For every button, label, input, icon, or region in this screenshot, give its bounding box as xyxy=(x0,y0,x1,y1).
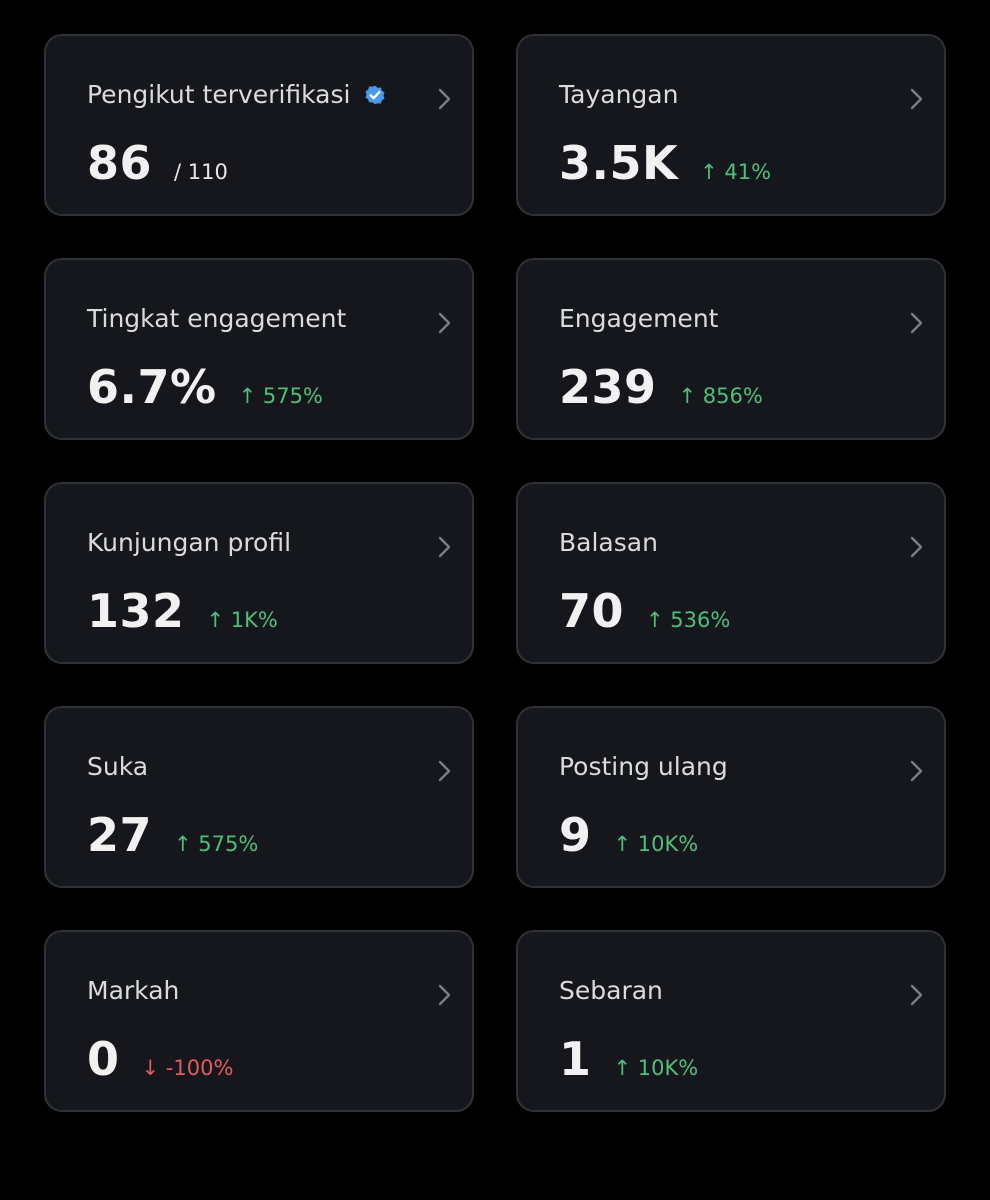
chevron-right-icon xyxy=(910,760,923,782)
metric-value: 0 xyxy=(87,1032,120,1086)
metric-card-verified-followers[interactable]: Pengikut terverifikasi 86 / 110 xyxy=(44,34,474,216)
metric-label-text: Pengikut terverifikasi xyxy=(87,80,351,109)
metric-value: 239 xyxy=(559,360,657,414)
metric-card-profile-visits[interactable]: Kunjungan profil 132 ↑ 1K% xyxy=(44,482,474,664)
metric-value-row: 3.5K ↑ 41% xyxy=(559,136,771,190)
metric-value-row: 239 ↑ 856% xyxy=(559,360,763,414)
chevron-right-icon xyxy=(910,536,923,558)
metric-delta: ↑ 41% xyxy=(700,160,772,184)
metric-label: Markah xyxy=(87,976,180,1005)
metric-value: 3.5K xyxy=(559,136,679,190)
metric-card-bookmarks[interactable]: Markah 0 ↓ -100% xyxy=(44,930,474,1112)
metric-card-likes[interactable]: Suka 27 ↑ 575% xyxy=(44,706,474,888)
metric-label: Kunjungan profil xyxy=(87,528,292,557)
metric-value: 70 xyxy=(559,584,625,638)
metric-value: 27 xyxy=(87,808,153,862)
metric-delta: ↑ 536% xyxy=(646,608,731,632)
chevron-right-icon xyxy=(438,536,451,558)
metric-card-impressions[interactable]: Tayangan 3.5K ↑ 41% xyxy=(516,34,946,216)
metric-card-engagement-rate[interactable]: Tingkat engagement 6.7% ↑ 575% xyxy=(44,258,474,440)
metric-value-row: 0 ↓ -100% xyxy=(87,1032,233,1086)
metric-label: Engagement xyxy=(559,304,719,333)
metric-label: Pengikut terverifikasi xyxy=(87,80,388,109)
metric-value: 132 xyxy=(87,584,185,638)
metric-label: Tayangan xyxy=(559,80,679,109)
chevron-right-icon xyxy=(910,984,923,1006)
metric-delta: ↑ 856% xyxy=(678,384,763,408)
metric-value: 86 xyxy=(87,136,153,190)
chevron-right-icon xyxy=(438,88,451,110)
metric-card-engagement[interactable]: Engagement 239 ↑ 856% xyxy=(516,258,946,440)
metric-card-replies[interactable]: Balasan 70 ↑ 536% xyxy=(516,482,946,664)
metric-value-row: 6.7% ↑ 575% xyxy=(87,360,323,414)
metric-value-row: 1 ↑ 10K% xyxy=(559,1032,698,1086)
metric-value: 6.7% xyxy=(87,360,217,414)
chevron-right-icon xyxy=(438,760,451,782)
chevron-right-icon xyxy=(910,88,923,110)
metric-delta: ↑ 10K% xyxy=(613,1056,699,1080)
metric-delta: ↓ -100% xyxy=(141,1056,234,1080)
metric-value: 1 xyxy=(559,1032,592,1086)
metric-label: Tingkat engagement xyxy=(87,304,347,333)
metrics-grid: Pengikut terverifikasi 86 / 110 Tayangan… xyxy=(44,34,946,1112)
metric-value-row: 70 ↑ 536% xyxy=(559,584,730,638)
chevron-right-icon xyxy=(438,312,451,334)
metric-label: Suka xyxy=(87,752,149,781)
metric-value: 9 xyxy=(559,808,592,862)
chevron-right-icon xyxy=(910,312,923,334)
metric-value-row: 9 ↑ 10K% xyxy=(559,808,698,862)
metric-value-row: 132 ↑ 1K% xyxy=(87,584,278,638)
metric-label: Sebaran xyxy=(559,976,663,1005)
metric-card-shares[interactable]: Sebaran 1 ↑ 10K% xyxy=(516,930,946,1112)
metric-delta: ↑ 10K% xyxy=(613,832,699,856)
metric-label: Balasan xyxy=(559,528,658,557)
metric-delta: ↑ 575% xyxy=(238,384,323,408)
chevron-right-icon xyxy=(438,984,451,1006)
metric-value-row: 27 ↑ 575% xyxy=(87,808,258,862)
metric-sub-value: / 110 xyxy=(174,160,228,184)
metric-label: Posting ulang xyxy=(559,752,728,781)
metric-delta: ↑ 1K% xyxy=(206,608,278,632)
metric-value-row: 86 / 110 xyxy=(87,136,228,190)
metric-card-reposts[interactable]: Posting ulang 9 ↑ 10K% xyxy=(516,706,946,888)
metric-delta: ↑ 575% xyxy=(174,832,259,856)
verified-badge-icon xyxy=(362,82,388,108)
